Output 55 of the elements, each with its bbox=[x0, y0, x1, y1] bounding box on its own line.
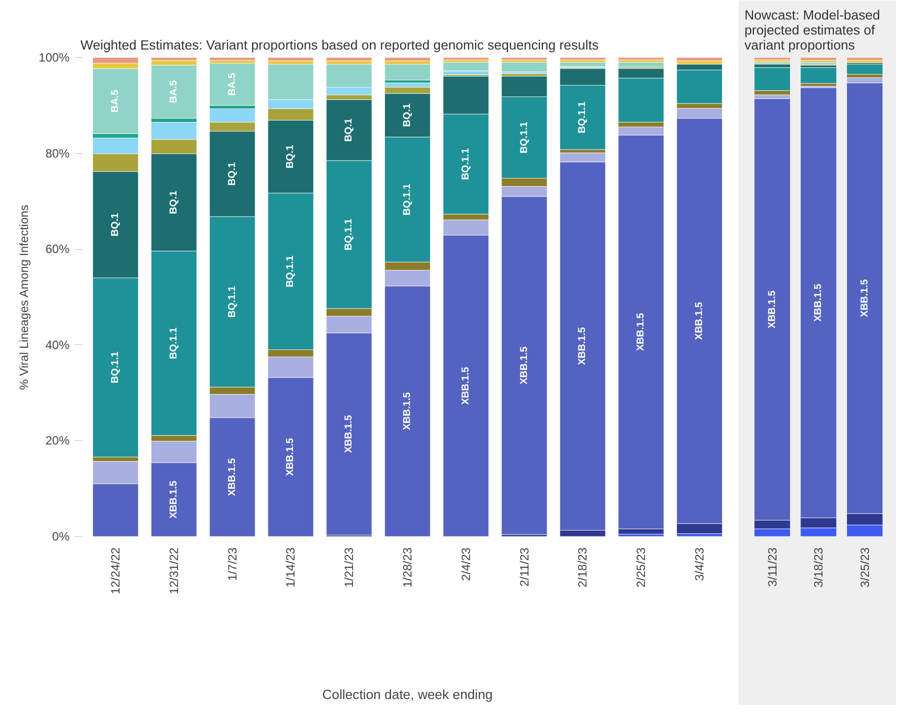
data-label: BQ.1.1 bbox=[226, 286, 238, 318]
y-tick-label: 80% bbox=[45, 146, 70, 160]
data-label: XBB.1.5 bbox=[813, 283, 824, 322]
data-label: BQ.1.1 bbox=[285, 255, 296, 288]
data-label: BQ.1.1 bbox=[577, 101, 588, 134]
data-label: BQ.1 bbox=[402, 103, 413, 127]
data-label: XBB.1.5 bbox=[285, 438, 296, 476]
x-tick-label: 12/31/22 bbox=[166, 547, 181, 594]
y-axis-title: % Viral Lineages Among Infections bbox=[16, 204, 31, 390]
data-label: BQ.1 bbox=[344, 118, 355, 142]
data-label: BQ.1.1 bbox=[460, 148, 472, 180]
data-label: XBB.1.5 bbox=[859, 278, 870, 318]
x-axis-title: Collection date, week ending bbox=[322, 687, 493, 702]
y-tick-label: 0% bbox=[52, 530, 70, 544]
x-tick-label: 1/14/23 bbox=[284, 547, 298, 588]
x-tick-label: 1/7/23 bbox=[225, 547, 240, 581]
data-label: BQ.1.1 bbox=[344, 218, 355, 250]
data-label: XBB.1.5 bbox=[694, 302, 705, 340]
data-label: XBB.1.5 bbox=[636, 312, 647, 351]
x-tick-label: 1/21/23 bbox=[342, 547, 356, 588]
x-tick-label: 2/4/23 bbox=[458, 547, 473, 581]
data-label: BA.5 bbox=[110, 89, 122, 112]
data-label: BQ.1 bbox=[285, 144, 296, 168]
data-label: BA.5 bbox=[168, 80, 180, 104]
data-label: XBB.1.5 bbox=[402, 392, 413, 430]
y-tick-label: 60% bbox=[45, 242, 70, 256]
x-tick-label: 2/25/23 bbox=[634, 547, 648, 588]
data-label: BQ.1 bbox=[168, 190, 180, 214]
x-tick-label: 3/11/23 bbox=[765, 547, 780, 587]
data-label: BQ.1.1 bbox=[518, 121, 530, 154]
chart-title: Weighted Estimates: Variant proportions based on reported genomic sequencing results bbox=[80, 38, 599, 52]
data-label: BQ.1.1 bbox=[168, 326, 180, 360]
data-label: XBB.1.5 bbox=[226, 458, 238, 496]
data-label: BQ.1 bbox=[226, 162, 238, 186]
data-label: XBB.1.5 bbox=[577, 326, 588, 365]
y-tick-label: 40% bbox=[45, 338, 70, 352]
data-label: BQ.1.1 bbox=[110, 351, 122, 384]
x-tick-label: 3/4/23 bbox=[692, 547, 706, 581]
data-label: XBB.1.5 bbox=[460, 366, 472, 405]
x-tick-label: 2/18/23 bbox=[576, 547, 590, 588]
data-label: XBB.1.5 bbox=[168, 480, 180, 519]
x-tick-label: 2/11/23 bbox=[517, 547, 532, 587]
data-label: XBB.1.5 bbox=[766, 290, 778, 328]
x-tick-label: 12/24/22 bbox=[108, 547, 123, 594]
data-label: XBB.1.5 bbox=[344, 414, 355, 453]
y-tick-label: 20% bbox=[45, 434, 70, 448]
x-tick-label: 3/25/23 bbox=[858, 547, 872, 588]
data-label: BA.5 bbox=[226, 72, 238, 96]
chart-title: Nowcast: Model-based projected estimates of variant proportions bbox=[744, 8, 880, 52]
data-label: BQ.1 bbox=[110, 212, 122, 236]
x-tick-label: 1/28/23 bbox=[400, 547, 414, 588]
y-tick-label: 100% bbox=[38, 50, 70, 64]
data-label: BQ.1.1 bbox=[402, 183, 413, 216]
data-label: XBB.1.5 bbox=[518, 346, 530, 384]
x-tick-label: 3/18/23 bbox=[812, 547, 826, 588]
